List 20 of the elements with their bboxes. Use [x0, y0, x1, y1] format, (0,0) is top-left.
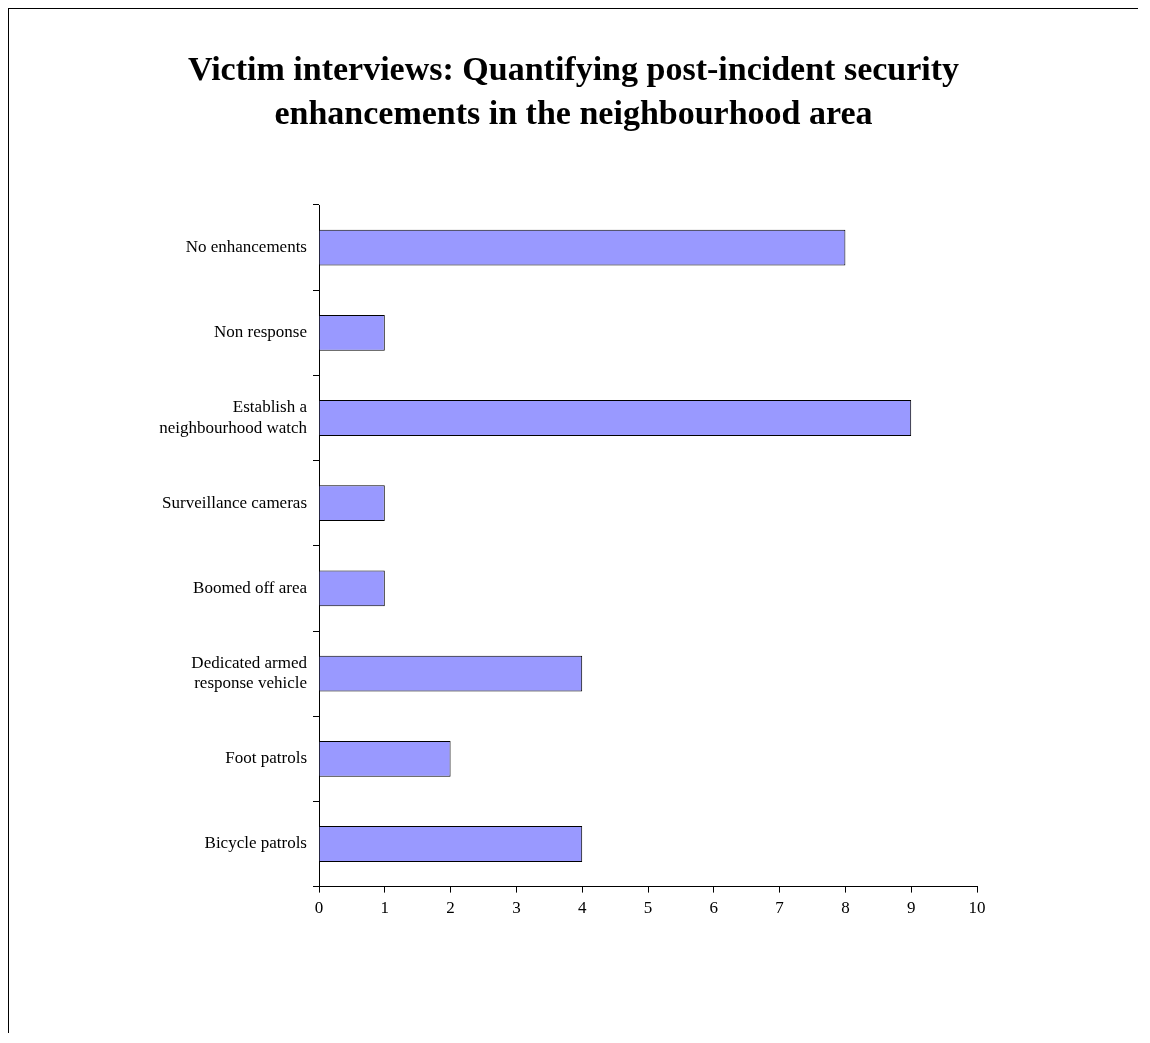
y-tick-label: Dedicated armed response vehicle	[191, 652, 308, 693]
x-tick-label: 3	[512, 898, 521, 918]
x-tick-label: 8	[841, 898, 850, 918]
x-tick-label: 5	[643, 898, 653, 918]
y-tick-label: Non response	[213, 322, 307, 342]
y-tick-label: Bicycle patrols	[204, 833, 307, 853]
y-tick-label: Surveillance cameras	[162, 492, 307, 512]
x-tick-label: 4	[577, 898, 587, 918]
y-tick-label: Establish a neighbourhood watch	[159, 397, 308, 437]
x-tick-label: 10	[968, 898, 986, 918]
chart-title: Victim interviews: Quantifying post-incident security enhancements in the neighbourhood area	[186, 49, 961, 133]
y-tick-label: No enhancements	[185, 237, 307, 257]
x-tick-label: 9	[906, 898, 916, 918]
y-tick-label: Foot patrols	[225, 748, 307, 768]
y-tick-label: Boomed off area	[193, 577, 308, 597]
x-tick-label: 0	[314, 898, 324, 918]
x-tick-label: 2	[446, 898, 455, 918]
x-tick-label: 7	[775, 898, 785, 918]
x-tick-label: 1	[380, 898, 390, 918]
x-tick-label: 6	[709, 898, 719, 918]
